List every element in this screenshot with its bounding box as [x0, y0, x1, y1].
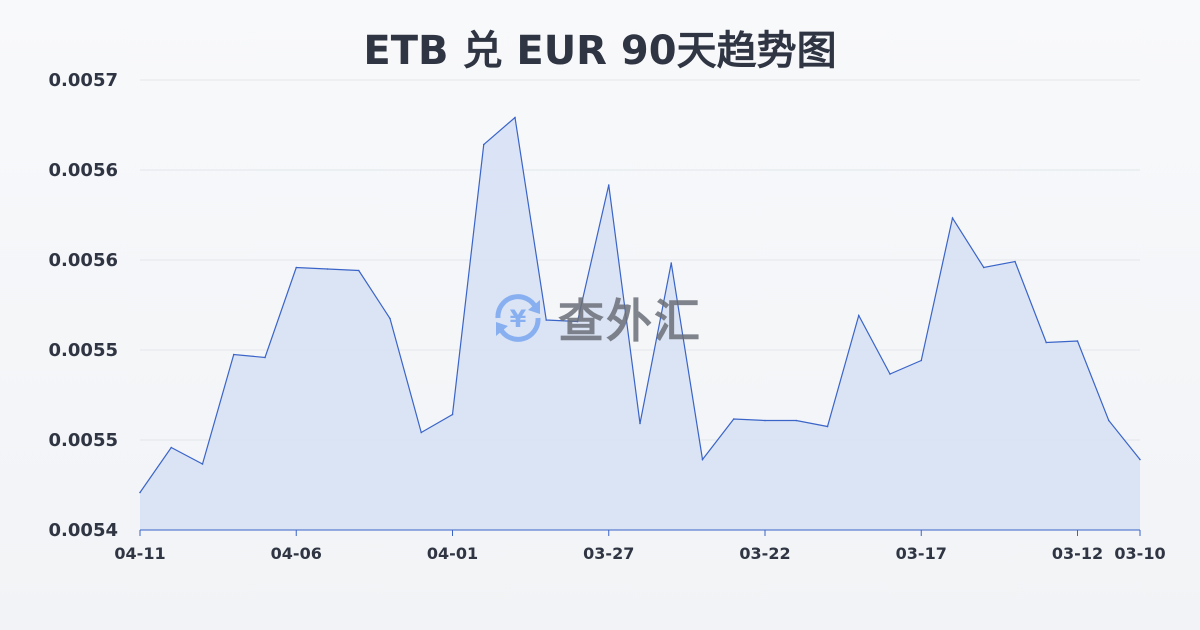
data-point [826, 425, 829, 428]
watermark-text: 查外汇 [558, 294, 702, 348]
x-tick-label: 03-12 [1052, 544, 1103, 563]
x-tick-label: 03-17 [896, 544, 947, 563]
y-tick-label: 0.0054 [49, 520, 118, 541]
data-point [201, 463, 204, 465]
data-point [795, 419, 798, 422]
data-point [420, 431, 423, 434]
watermark: ¥ 查外汇 [488, 285, 702, 351]
data-point [139, 491, 141, 494]
data-point [482, 143, 485, 146]
data-point [920, 359, 923, 362]
data-point [701, 458, 704, 461]
data-point [1139, 458, 1141, 461]
data-point [232, 353, 235, 356]
data-point [264, 356, 266, 359]
data-point [889, 373, 891, 375]
data-point [389, 317, 391, 320]
data-point [732, 418, 735, 420]
data-point [764, 419, 766, 422]
x-tick-label: 04-06 [271, 544, 322, 563]
x-tick-label: 03-22 [739, 544, 790, 563]
data-point [670, 262, 673, 264]
data-point [357, 269, 360, 272]
data-point [326, 268, 329, 270]
data-point [1107, 419, 1110, 422]
chart-title: ETB 兑 EUR 90天趋势图 [363, 28, 837, 74]
y-tick-label: 0.0055 [49, 430, 118, 451]
x-tick-label: 04-11 [114, 544, 165, 563]
area-fill [140, 117, 1140, 530]
data-point [451, 413, 454, 416]
x-tick-label: 04-01 [427, 544, 478, 563]
x-tick-label: 03-10 [1114, 544, 1165, 563]
y-tick-label: 0.0056 [49, 160, 118, 181]
y-tick-label: 0.0055 [49, 340, 118, 361]
data-point [607, 184, 610, 186]
data-point [514, 116, 516, 119]
x-tick-label: 03-27 [583, 544, 634, 563]
y-tick-label: 0.0057 [49, 70, 118, 91]
data-point [545, 319, 548, 321]
data-point [639, 422, 641, 425]
data-point [576, 320, 579, 323]
data-point [1076, 340, 1079, 342]
data-point [951, 217, 954, 219]
yen-exchange-icon: ¥ [495, 294, 541, 342]
data-point [1014, 260, 1016, 263]
data-point [170, 446, 173, 449]
data-point [1045, 341, 1048, 344]
data-point [857, 314, 860, 317]
data-point [295, 266, 298, 269]
data-point [982, 266, 985, 269]
svg-text:¥: ¥ [510, 305, 527, 333]
y-tick-label: 0.0056 [49, 250, 118, 271]
